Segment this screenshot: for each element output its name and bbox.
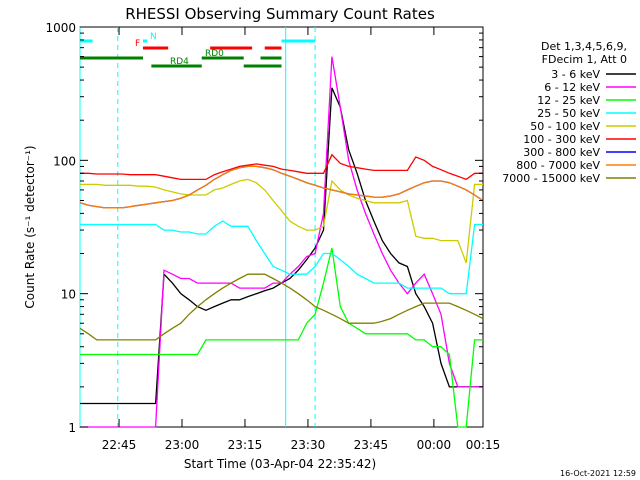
legend-header-0: Det 1,3,4,5,6,9, — [541, 40, 627, 53]
y-axis-label: Count Rate (s⁻¹ detector⁻¹) — [23, 145, 37, 308]
y-tick-label-3: 1000 — [45, 21, 76, 35]
y-tick-label-2: 100 — [53, 154, 76, 168]
x-tick-label-6: 00:15 — [466, 438, 501, 452]
flag-label-f: F — [135, 39, 140, 49]
x-tick-label-1: 23:00 — [165, 438, 200, 452]
x-axis: 22:45 23:00 23:15 23:30 23:45 00:00 00:15 — [102, 27, 501, 452]
y-axis: 1 10 100 1000 — [45, 21, 483, 435]
legend-label-8: 7000 - 15000 keV — [502, 172, 600, 185]
legend-label-1: 6 - 12 keV — [544, 81, 600, 94]
legend-header-1: FDecim 1, Att 0 — [542, 53, 627, 66]
y-tick-label-0: 1 — [68, 421, 76, 435]
x-tick-label-4: 23:45 — [354, 438, 389, 452]
x-tick-label-2: 23:15 — [228, 438, 263, 452]
legend-label-2: 12 - 25 keV — [537, 94, 600, 107]
legend-label-5: 100 - 300 keV — [523, 133, 600, 146]
x-tick-label-0: 22:45 — [102, 438, 137, 452]
x-tick-label-3: 23:30 — [291, 438, 326, 452]
x-tick-label-5: 00:00 — [417, 438, 452, 452]
series-line-4 — [80, 178, 483, 264]
series-line-8 — [79, 273, 484, 341]
flag-label-rd4: RD4 — [170, 57, 189, 67]
flag-label-rd0: RD0 — [205, 49, 224, 59]
x-axis-label: Start Time (03-Apr-04 22:35:42) — [184, 457, 376, 471]
series-line-5 — [80, 153, 483, 181]
series-line-2 — [80, 247, 483, 428]
legend-label-4: 50 - 100 keV — [530, 120, 600, 133]
legend-label-7: 800 - 7000 keV — [516, 159, 600, 172]
legend-label-3: 25 - 50 keV — [537, 107, 600, 120]
y-tick-label-1: 10 — [61, 288, 76, 302]
legend-label-0: 3 - 6 keV — [551, 68, 600, 81]
series-line-7 — [79, 165, 484, 209]
timestamp: 16-Oct-2021 12:59 — [560, 469, 636, 478]
legend-label-6: 300 - 800 keV — [523, 146, 600, 159]
flag-label-n: N — [150, 32, 157, 42]
vertical-markers — [79, 27, 316, 427]
chart-title: RHESSI Observing Summary Count Rates — [125, 5, 435, 23]
legend: Det 1,3,4,5,6,9,FDecim 1, Att 0 3 - 6 keV… — [502, 40, 636, 185]
series-line-3 — [80, 220, 483, 295]
status-flags: NF RD0 RD4 — [80, 32, 316, 68]
series-layer — [79, 56, 484, 428]
